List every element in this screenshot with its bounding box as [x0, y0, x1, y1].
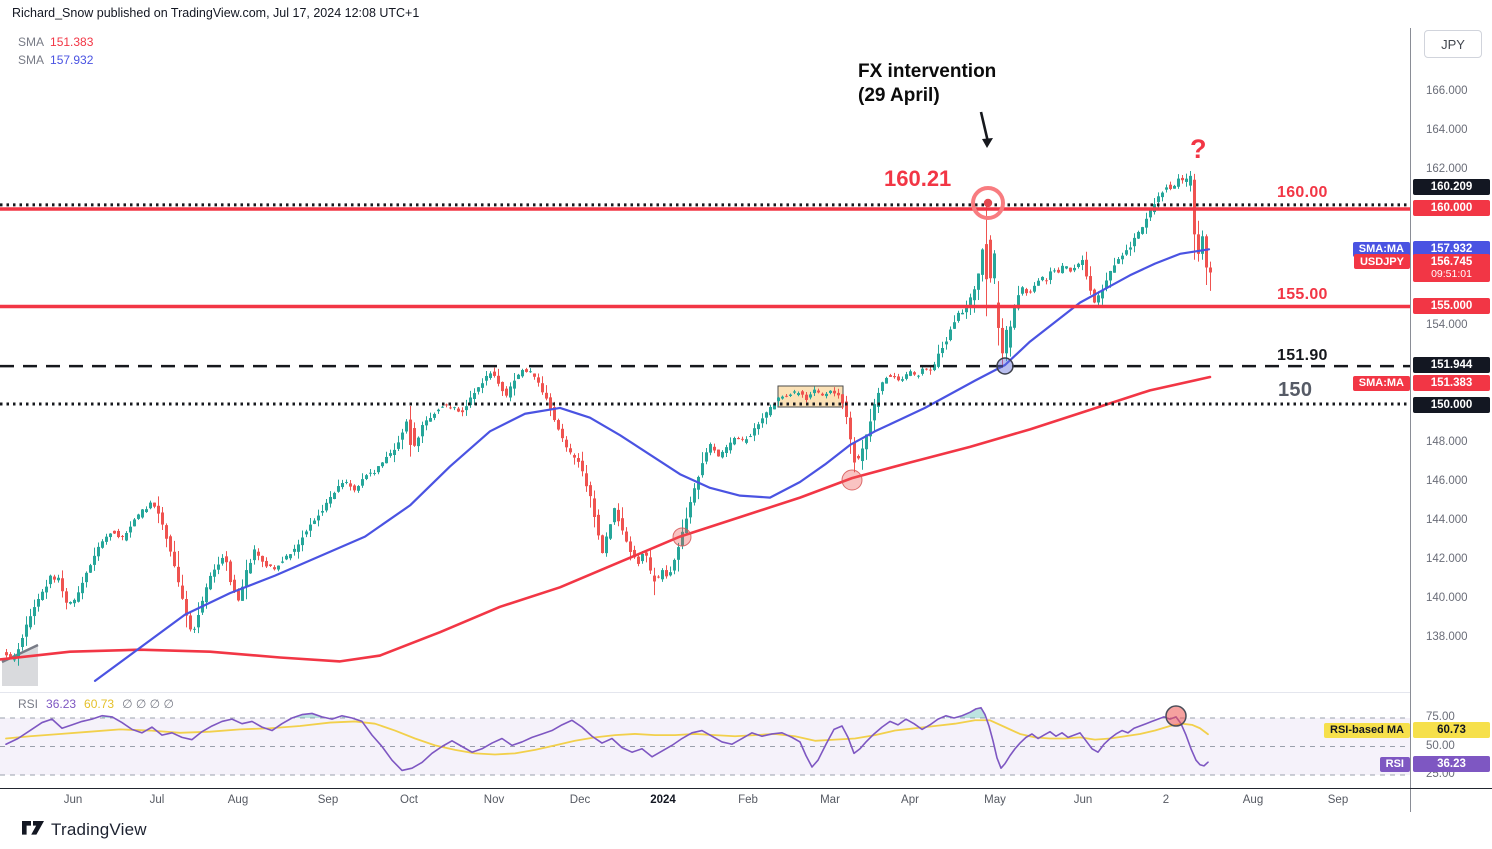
rsi-ma-line[interactable] [5, 719, 1209, 756]
time-tick-Oct[interactable]: Oct [400, 794, 418, 806]
axis-badge-151.383: 151.383 [1413, 375, 1490, 391]
price-tick-146: 146.000 [1426, 475, 1468, 487]
axis-badge-150.000: 150.000 [1413, 397, 1490, 413]
sma-50-row: SMA 157.932 [18, 51, 93, 69]
axis-badge-time: 09:51:01 [1431, 268, 1472, 280]
series-tag-RSI-based MA: RSI-based MA [1324, 722, 1410, 738]
sma-200-label: SMA [18, 35, 45, 49]
sma-200-line[interactable] [0, 375, 1212, 663]
sma-200-value: 151.383 [50, 35, 94, 49]
level-label-150: 150 [1278, 379, 1313, 401]
rsi-legend[interactable]: RSI 36.23 60.73 ∅ ∅ ∅ ∅ [18, 697, 182, 711]
time-tick-Jun[interactable]: Jun [1073, 794, 1093, 806]
time-tick-Nov[interactable]: Nov [483, 794, 505, 806]
rsi-label: RSI [18, 697, 39, 711]
price-tick-142: 142.000 [1426, 553, 1468, 565]
price-tick-144: 144.000 [1426, 514, 1468, 526]
time-tick-Feb[interactable]: Feb [738, 794, 758, 806]
highlight-circle-2[interactable] [996, 357, 1014, 375]
annotation-arrow-head [982, 138, 993, 148]
time-axis-border [0, 788, 1492, 789]
price-tick-154: 154.000 [1426, 319, 1468, 331]
axis-badge-151.944: 151.944 [1413, 357, 1490, 373]
level-label-155.00: 155.00 [1277, 286, 1328, 303]
series-tag-USDJPY: USDJPY [1353, 254, 1410, 269]
level-label-160.00: 160.00 [1277, 184, 1328, 201]
price-tick-164: 164.000 [1426, 124, 1468, 136]
intervention-dot [983, 198, 993, 208]
time-tick-Sep[interactable]: Sep [1327, 794, 1349, 806]
price-tick-162: 162.000 [1426, 163, 1468, 175]
pane-divider[interactable] [0, 692, 1410, 693]
series-tag-SMA:MA: SMA:MA [1352, 241, 1410, 257]
tradingview-logo-icon [22, 821, 44, 835]
price-axis-border [1410, 28, 1411, 812]
tradingview-brand-text: TradingView [51, 820, 147, 839]
sma-50-line[interactable] [93, 248, 1211, 683]
axis-badge-157.932: 157.932 [1413, 241, 1490, 257]
rsi-tick-50: 50.00 [1426, 739, 1455, 752]
time-tick-2024[interactable]: 2024 [650, 794, 676, 806]
axis-badge-60.73: 60.73 [1413, 722, 1490, 738]
level-label-151.90: 151.90 [1277, 347, 1328, 364]
tradingview-attribution[interactable]: TradingView [22, 820, 147, 840]
sma-50-value: 157.932 [50, 53, 94, 67]
rsi-ma-value: 60.73 [84, 697, 115, 711]
sma-50-label: SMA [18, 53, 45, 67]
price-tick-140: 140.000 [1426, 592, 1468, 604]
rsi-value: 36.23 [46, 697, 77, 711]
time-tick-May[interactable]: May [984, 794, 1006, 806]
rsi-empty-params: ∅ ∅ ∅ ∅ [122, 697, 174, 711]
time-tick-Aug[interactable]: Aug [1242, 794, 1264, 806]
time-tick-Mar[interactable]: Mar [820, 794, 840, 806]
sma-200-row: SMA 151.383 [18, 33, 93, 51]
fx-intervention-annotation[interactable]: FX intervention (29 April) [858, 61, 997, 106]
time-tick-Dec[interactable]: Dec [569, 794, 591, 806]
price-tick-148: 148.000 [1426, 436, 1468, 448]
publish-header: Richard_Snow published on TradingView.co… [12, 6, 420, 20]
time-tick-Aug[interactable]: Aug [227, 794, 249, 806]
intervention-ring[interactable] [971, 186, 1005, 220]
series-tag-SMA:MA: SMA:MA [1352, 375, 1410, 391]
question-mark-annotation[interactable]: ? [1190, 134, 1207, 164]
axis-badge-160.209: 160.209 [1413, 179, 1490, 195]
axis-badge-156.745: 156.745 09:51:01 [1413, 254, 1490, 282]
rsi-band [0, 718, 1410, 775]
rsi-line[interactable] [5, 706, 1209, 772]
highlight-circle-0[interactable] [672, 527, 692, 547]
highlight-circle-1[interactable] [841, 469, 863, 491]
rsi-tick-75: 75.00 [1426, 711, 1455, 723]
time-tick-2[interactable]: 2 [1162, 794, 1170, 806]
price-tick-138: 138.000 [1426, 631, 1468, 643]
highlight-circle-3[interactable] [1165, 705, 1187, 727]
axis-badge-160.000: 160.000 [1413, 200, 1490, 216]
axis-badge-155.000: 155.000 [1413, 298, 1490, 314]
time-tick-Jun[interactable]: Jun [63, 794, 83, 806]
candlesticks[interactable] [5, 170, 1212, 666]
price-callout-160-21[interactable]: 160.21 [884, 166, 952, 191]
currency-toggle-button[interactable]: JPY [1424, 30, 1482, 58]
annotation-arrow-shaft [979, 111, 990, 143]
rsi-overbought-fill [946, 707, 985, 718]
price-tick-166: 166.000 [1426, 85, 1468, 97]
time-tick-Apr[interactable]: Apr [901, 794, 919, 806]
time-tick-Sep[interactable]: Sep [317, 794, 339, 806]
sma-legend[interactable]: SMA 151.383 SMA 157.932 [18, 33, 93, 69]
axis-badge-36.23: 36.23 [1413, 756, 1490, 772]
series-tag-RSI: RSI [1379, 756, 1410, 772]
time-tick-Jul[interactable]: Jul [149, 794, 165, 806]
